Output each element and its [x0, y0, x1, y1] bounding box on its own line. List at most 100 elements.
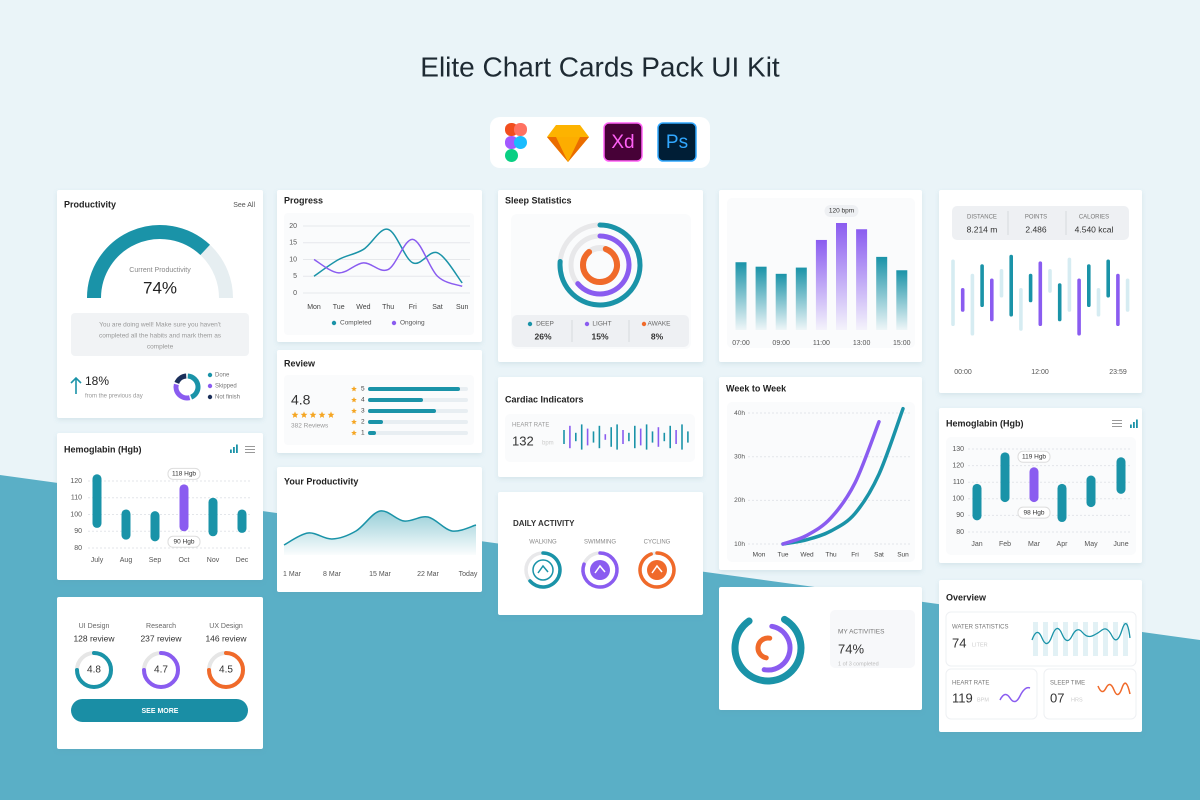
- bar: [368, 387, 460, 391]
- x-tick-label: Mon: [753, 552, 766, 559]
- bar: [368, 409, 436, 413]
- donut-segment: [173, 383, 191, 401]
- legend-dot: [527, 321, 533, 327]
- legend-dot: [584, 321, 590, 327]
- legend-label: Completed: [340, 320, 372, 327]
- label: 1 of 3 completed: [838, 661, 879, 667]
- message: You are doing well! Make sure you haven'…: [99, 322, 221, 329]
- panel: [945, 611, 1137, 667]
- deco-bar: [1113, 622, 1118, 656]
- x-tick-label: Oct: [179, 557, 190, 564]
- x-tick-label: Nov: [207, 557, 220, 564]
- ring-arc: [207, 651, 245, 689]
- legend-dot: [641, 321, 647, 327]
- range-bar: [990, 278, 994, 322]
- y-tick-label: 15: [289, 240, 297, 247]
- message: complete: [147, 344, 174, 351]
- label: 382 Reviews: [291, 423, 329, 430]
- bar: [735, 262, 747, 330]
- range-bar: [1009, 254, 1013, 317]
- legend-label: Skipped: [215, 384, 237, 390]
- range-bar: [1125, 278, 1130, 312]
- activity-glyph: [651, 564, 663, 574]
- range-bar: [1096, 288, 1101, 317]
- card: [57, 433, 263, 580]
- deco-bar: [1083, 622, 1088, 656]
- x-tick-label: 15:00: [893, 340, 911, 347]
- range-bar: [951, 259, 955, 326]
- x-tick-label: 09:00: [772, 340, 790, 347]
- card-title: Hemoglabin (Hgb): [64, 444, 142, 454]
- x-tick-label: Sun: [897, 552, 909, 559]
- deco-bar: [1043, 622, 1048, 656]
- x-tick-label: Fri: [851, 552, 859, 559]
- range-bar: [1087, 264, 1091, 307]
- y-tick-label: 30h: [734, 453, 745, 460]
- legend-label: Done: [215, 373, 230, 379]
- tooltip: [1017, 506, 1051, 519]
- chart-icon: [1133, 422, 1135, 428]
- figma-icon: [505, 123, 527, 162]
- deco-bar: [1033, 622, 1038, 656]
- stat-label: AWAKE: [648, 321, 672, 328]
- ps-label: Ps: [666, 132, 688, 153]
- legend-dot: [207, 394, 213, 400]
- range-bar: [237, 509, 247, 533]
- panel: [1043, 668, 1137, 720]
- y-tick-label: 20: [289, 223, 297, 230]
- activity-glyph: [537, 564, 549, 574]
- list-icon: [245, 452, 255, 453]
- x-tick-label: Fri: [409, 304, 418, 311]
- chart-icon: [230, 449, 232, 453]
- x-tick-label: July: [91, 557, 104, 564]
- xd-icon: [603, 122, 643, 162]
- panel: [71, 313, 249, 356]
- label: BPM: [977, 697, 989, 703]
- label: CYCLING: [644, 540, 671, 546]
- button-label: SEE MORE: [142, 708, 179, 715]
- metric-value: 74: [952, 635, 966, 650]
- label: HEART RATE: [952, 681, 989, 687]
- list-icon: [245, 446, 255, 447]
- x-tick-label: Sat: [874, 552, 884, 559]
- rating-label: 5: [361, 386, 365, 393]
- x-tick-label: Jan: [971, 541, 982, 548]
- ring-arc: [755, 635, 773, 661]
- bar: [368, 398, 423, 402]
- rating-label: 1: [361, 430, 365, 437]
- label: from the previous day: [85, 394, 143, 400]
- card-title: Progress: [284, 195, 323, 205]
- label: HEART RATE: [512, 423, 549, 429]
- donut-segment: [187, 373, 201, 400]
- x-tick-label: Sun: [456, 304, 469, 311]
- stat-label: LIGHT: [592, 321, 611, 328]
- star: [351, 430, 357, 436]
- x-tick-label: 22 Mar: [417, 571, 439, 578]
- arrow-icon: [70, 376, 82, 394]
- area: [284, 510, 476, 555]
- range-bar: [972, 483, 982, 521]
- range-bar: [980, 264, 984, 307]
- y-tick-label: 5: [293, 273, 297, 280]
- chart-icon: [236, 444, 238, 453]
- range-bar: [1116, 273, 1120, 326]
- y-tick-label: 90: [74, 528, 82, 535]
- bar: [876, 256, 888, 330]
- gauge-value: [87, 225, 210, 299]
- range-bar: [1029, 467, 1039, 503]
- legend-label: Ongoing: [400, 320, 425, 327]
- x-tick-label: Apr: [1057, 541, 1069, 548]
- gauge-value-label: 74%: [143, 278, 177, 297]
- star: [327, 411, 335, 418]
- line: [781, 406, 905, 546]
- score: 4.7: [154, 665, 168, 676]
- button[interactable]: [71, 699, 248, 722]
- legend-dot: [391, 320, 397, 326]
- panel: [945, 668, 1038, 720]
- ring-arc: [731, 615, 805, 685]
- bar: [896, 270, 908, 330]
- y-tick-label: 100: [70, 511, 82, 518]
- card-title: Cardiac Indicators: [505, 394, 584, 404]
- link: See All: [233, 202, 255, 209]
- tooltip-label: 120 bpm: [829, 208, 854, 215]
